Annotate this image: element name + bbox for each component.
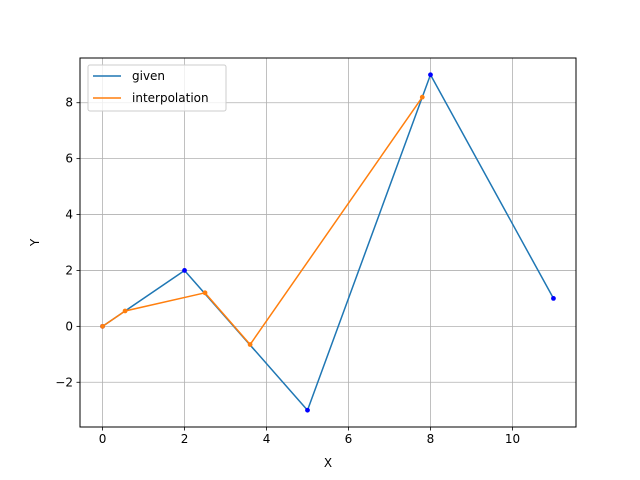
data-point-interpolation — [247, 342, 253, 347]
y-tick-label: −2 — [55, 375, 73, 389]
data-point-given — [182, 268, 187, 273]
y-tick-label: 6 — [65, 152, 73, 166]
y-tick-label: 2 — [65, 263, 73, 277]
data-point-interpolation — [202, 290, 208, 296]
series-layer — [100, 72, 556, 413]
y-tick-label: 4 — [65, 208, 73, 222]
x-tick-label: 8 — [427, 432, 435, 446]
ticks: 0 2 4 6 8 10 −2 0 2 4 6 8 — [55, 96, 520, 446]
x-tick-label: 0 — [99, 432, 107, 446]
legend-box — [87, 64, 227, 112]
y-axis-label: Y — [28, 238, 42, 247]
data-point-interpolation — [122, 308, 128, 314]
x-tick-label: 10 — [505, 432, 520, 446]
data-point-given — [551, 296, 556, 301]
x-tick-label: 2 — [181, 432, 189, 446]
y-tick-label: 8 — [65, 96, 73, 110]
x-tick-label: 6 — [345, 432, 353, 446]
grid — [80, 58, 576, 427]
data-point-given — [305, 407, 310, 413]
x-tick-label: 4 — [263, 432, 271, 446]
data-point-given — [428, 72, 433, 78]
y-tick-label: 0 — [65, 319, 73, 333]
plot-frame — [79, 57, 577, 428]
legend-label-given: given — [132, 69, 165, 83]
x-axis-label: X — [324, 456, 332, 470]
legend-label-interpolation: interpolation — [132, 91, 209, 105]
data-point-interpolation — [419, 94, 425, 100]
data-point-interpolation — [100, 323, 105, 329]
legend: given interpolation — [87, 64, 227, 112]
